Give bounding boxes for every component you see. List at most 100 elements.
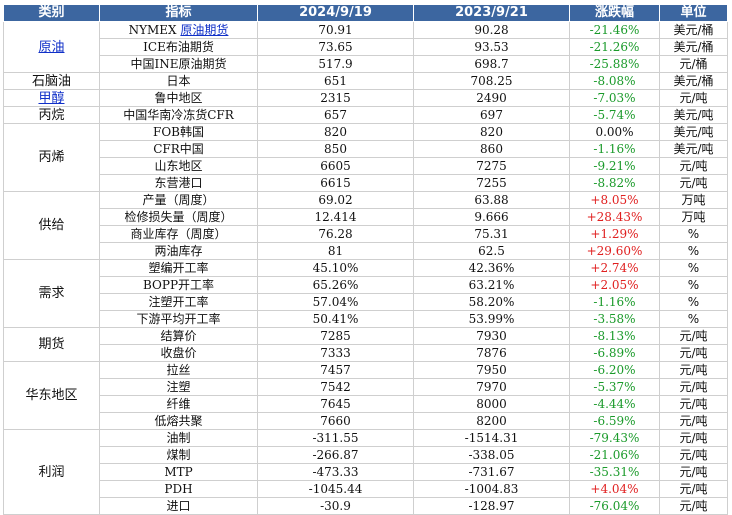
value-current-cell: 50.41% [257,310,414,328]
category-cell: 需求 [3,259,100,328]
indicator-cell: FOB韩国 [99,123,258,141]
unit-cell: 元/吨 [659,327,728,345]
value-previous-cell: 698.7 [413,55,570,73]
category-link[interactable]: 原油 [38,39,65,55]
value-previous-cell: 697 [413,106,570,124]
change-cell: -35.31% [569,463,660,481]
value-previous-cell: 90.28 [413,21,570,39]
unit-cell: 元/吨 [659,480,728,498]
table-row: 检修损失量（周度） 12.414 9.666 +28.43% 万吨 [4,208,728,226]
value-previous-cell: 63.88 [413,191,570,209]
change-cell: -4.44% [569,395,660,413]
unit-cell: % [659,293,728,311]
unit-cell: 元/吨 [659,412,728,430]
table-row: 两油库存 81 62.5 +29.60%% [4,242,728,260]
value-previous-cell: 62.5 [413,242,570,260]
category-label: 需求 [38,286,65,301]
category-label: 华东地区 [25,388,78,403]
unit-cell: % [659,259,728,277]
table-row: 原油 NYMEX 原油期货 70.91 90.28 -21.46% 美元/桶 [3,21,728,73]
unit-cell: 元/吨 [659,344,728,362]
unit-cell: % [659,310,728,328]
change-cell: -8.82% [569,174,660,192]
value-previous-cell: 7255 [413,174,570,192]
value-previous-cell: 708.25 [413,72,570,90]
value-previous-cell: -1514.31 [413,429,570,447]
change-cell: -8.13% [569,327,660,345]
value-previous-cell: 860 [413,140,570,158]
unit-cell: 元/吨 [659,446,728,464]
indicator-cell: 收盘价 [99,344,258,362]
table-row: 华东地区 拉丝 7457 7950 -6.20% 元/吨 [3,361,728,430]
table-row: 进口 -30.9 -128.97 -76.04% 元/吨 [4,497,728,515]
unit-cell: % [659,225,728,243]
indicator-cell: 下游平均开工率 [99,310,258,328]
table-row: MTP -473.33 -731.67 -35.31% 元/吨 [4,463,728,481]
unit-cell: 元/吨 [659,157,728,175]
category-cell: 丙烯 [3,123,100,192]
indicator-cell: 日本 [99,72,258,90]
category-cell: 利润 [3,429,100,515]
indicator-cell: 结算价 [99,327,258,345]
unit-cell: 元/吨 [659,497,728,515]
value-current-cell: 651 [257,72,414,90]
change-cell: -76.04% [569,497,660,515]
value-current-cell: 657 [257,106,414,124]
value-previous-cell: 75.31 [413,225,570,243]
category-label: 供给 [38,218,65,233]
unit-cell: 美元/桶 [659,38,728,56]
table-row: 供给 产量（周度） 69.02 63.88 +8.05% 万吨 [3,191,728,260]
unit-cell: 元/吨 [659,378,728,396]
unit-cell: 美元/吨 [659,106,728,124]
value-current-cell: 6605 [257,157,414,175]
value-previous-cell: 7930 [413,327,570,345]
indicator-cell: 低熔共聚 [99,412,258,430]
indicator-link[interactable]: 原油期货 [180,22,229,37]
category-label: 丙烯 [38,150,65,165]
category-cell: 石脑油 [3,72,100,90]
unit-cell: % [659,242,728,260]
change-cell: -9.21% [569,157,660,175]
category-link[interactable]: 甲醇 [38,90,65,106]
indicator-cell: 进口 [99,497,258,515]
indicator-cell: 拉丝 [99,361,258,379]
value-previous-cell: -731.67 [413,463,570,481]
category-cell: 期货 [3,327,100,362]
change-cell: -25.88% [569,55,660,73]
table-row: 甲醇 鲁中地区 2315 2490 -7.03% 元/吨 [3,89,728,107]
change-cell: +2.74% [569,259,660,277]
header-unit: 单位 [659,4,728,22]
indicator-cell: 纤维 [99,395,258,413]
table-row: 低熔共聚 7660 8200 -6.59% 元/吨 [4,412,728,430]
change-cell: -6.20% [569,361,660,379]
table-row: 注塑 7542 7970 -5.37% 元/吨 [4,378,728,396]
header-indicator: 指标 [99,4,258,22]
table-row: 丙烯 FOB韩国 820 820 0.00% 美元/吨 [3,123,728,192]
indicator-cell: 中国INE原油期货 [99,55,258,73]
indicator-cell: CFR中国 [99,140,258,158]
change-cell: -79.43% [569,429,660,447]
indicator-cell: 产量（周度） [99,191,258,209]
category-cell: 丙烷 [3,106,100,124]
table-row: 煤制 -266.87 -338.05 -21.06% 元/吨 [4,446,728,464]
indicator-cell: 山东地区 [99,157,258,175]
change-cell: +29.60% [569,242,660,260]
category-label: 利润 [38,464,65,480]
value-previous-cell: 8000 [413,395,570,413]
value-current-cell: 7285 [257,327,414,345]
change-cell: -7.03% [569,89,660,107]
table-row: 下游平均开工率 50.41% 53.99% -3.58%% [4,310,728,328]
value-current-cell: -473.33 [257,463,414,481]
indicator-cell: 注塑开工率 [99,293,258,311]
unit-cell: 元/桶 [659,55,728,73]
header-row: 类别 指标 2024/9/19 2023/9/21 涨跌幅 单位 [3,4,728,22]
change-cell: +8.05% [569,191,660,209]
value-current-cell: -266.87 [257,446,414,464]
change-cell: -6.59% [569,412,660,430]
change-cell: -8.08% [569,72,660,90]
value-previous-cell: 7876 [413,344,570,362]
value-previous-cell: 2490 [413,89,570,107]
unit-cell: 万吨 [659,208,728,226]
value-current-cell: 81 [257,242,414,260]
change-cell: -6.89% [569,344,660,362]
